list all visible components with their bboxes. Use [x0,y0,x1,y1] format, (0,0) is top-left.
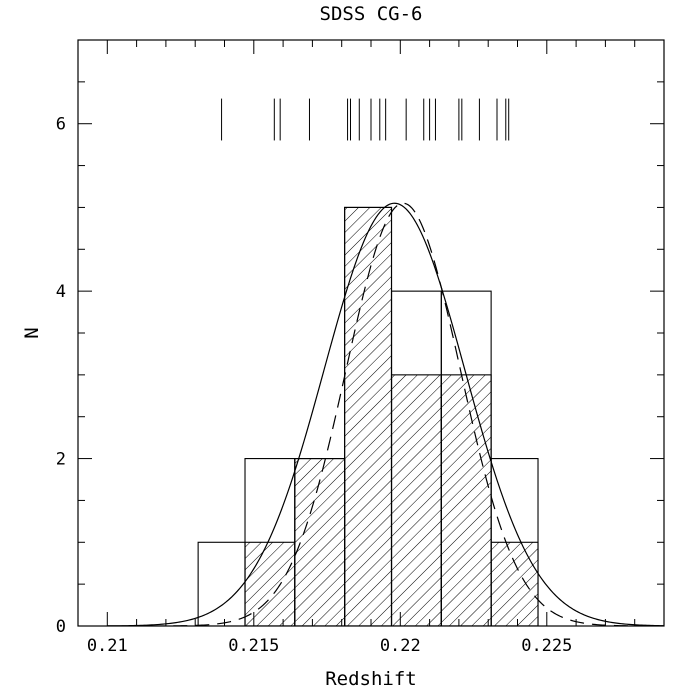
gaussian-curves [107,202,664,626]
open-bar-0 [197,541,246,626]
solid-gaussian-curve [107,202,664,626]
chart-title: SDSS CG-6 [320,3,423,25]
y-tick-label-1: 2 [56,450,66,470]
x-tick-label-3: 0.225 [521,636,572,656]
y-tick-label-2: 4 [56,282,66,302]
hatched-bar-5 [490,541,539,626]
hatched-bar-4 [440,374,492,626]
hatched-bar-2 [344,206,393,626]
y-tick-label-0: 0 [56,617,66,637]
hatched-bar-1 [294,458,346,626]
y-tick-labels: 0 2 4 6 [56,115,66,637]
hatched-bar-3 [390,374,442,626]
y-axis-label: N [21,327,43,338]
y-tick-label-3: 6 [56,115,66,135]
hatched-bar-0 [244,541,296,626]
galaxy-redshift-markers [221,98,510,141]
x-tick-label-1: 0.215 [228,636,279,656]
axis-ticks [78,39,664,627]
dashed-gaussian-curve [107,202,664,626]
x-axis-label: Redshift [325,668,417,690]
x-tick-label-2: 0.22 [380,636,421,656]
hatched-histogram [244,206,539,626]
x-tick-label-0: 0.21 [87,636,128,656]
x-tick-labels: 0.21 0.215 0.22 0.225 [87,636,573,656]
